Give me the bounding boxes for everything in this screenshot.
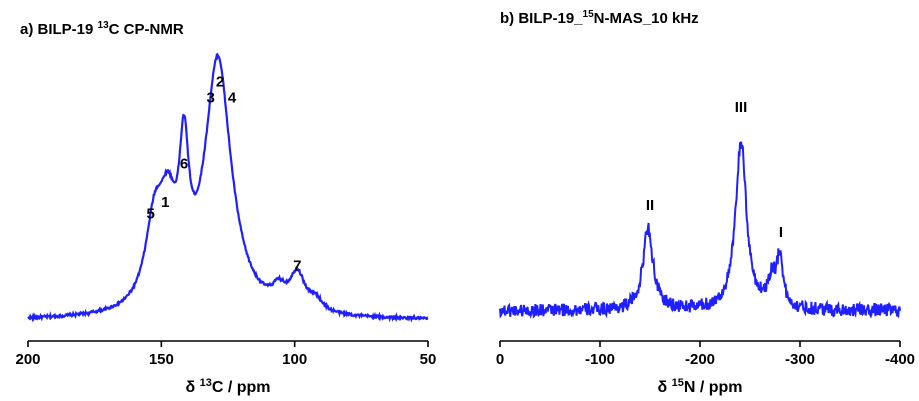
panel-a-13c-nmr: a) BILP-19 13C CP-NMR 200 150 100 50 51 6 324…	[15, 20, 436, 396]
panel-b-spectrum-line	[499, 141, 901, 320]
panel-a-peak-label: 3	[206, 90, 214, 107]
panel-b-ticks: 0 -100 -200 -300 -400	[496, 341, 915, 368]
panel-b-peak-label: I	[779, 224, 783, 241]
panel-b-tick-label: 0	[496, 351, 504, 368]
panel-a-peak-label: 2	[216, 74, 224, 91]
panel-b-tick-label: -300	[785, 351, 815, 368]
panel-a-tick-label: 150	[149, 351, 174, 368]
panel-a-peak-labels: 51 6 324 7	[146, 74, 301, 275]
panel-a-tick-label: 100	[282, 351, 307, 368]
panel-b-title: b) BILP-19_15N-MAS_10 kHz	[500, 9, 699, 27]
panel-a-peak-label: 7	[293, 258, 301, 275]
panel-b-x-axis-label: δ 15N / ppm	[657, 377, 742, 396]
panel-a-ticks: 200 150 100 50	[15, 341, 436, 368]
panel-a-tick-label: 50	[420, 351, 437, 368]
panel-b-tick-label: -200	[685, 351, 715, 368]
panel-a-peak-label: 6	[180, 155, 188, 172]
panel-a-peak-label: 5	[146, 205, 154, 222]
panel-a-peak-label: 4	[228, 90, 237, 107]
panel-a-title: a) BILP-19 13C CP-NMR	[20, 20, 184, 38]
panel-b-peak-label: II	[646, 197, 654, 214]
panel-a-peak-label: 1	[161, 194, 169, 211]
panel-b-peak-label: III	[735, 99, 748, 116]
panel-a-spectrum-line	[27, 52, 429, 323]
panel-a-x-axis-label: δ 13C / ppm	[185, 377, 270, 396]
panel-b-tick-label: -400	[885, 351, 915, 368]
panel-b-15n-nmr: b) BILP-19_15N-MAS_10 kHz 0 -100 -200 -300 -…	[496, 9, 915, 396]
panel-b-tick-label: -100	[585, 351, 615, 368]
panel-a-tick-label: 200	[15, 351, 40, 368]
